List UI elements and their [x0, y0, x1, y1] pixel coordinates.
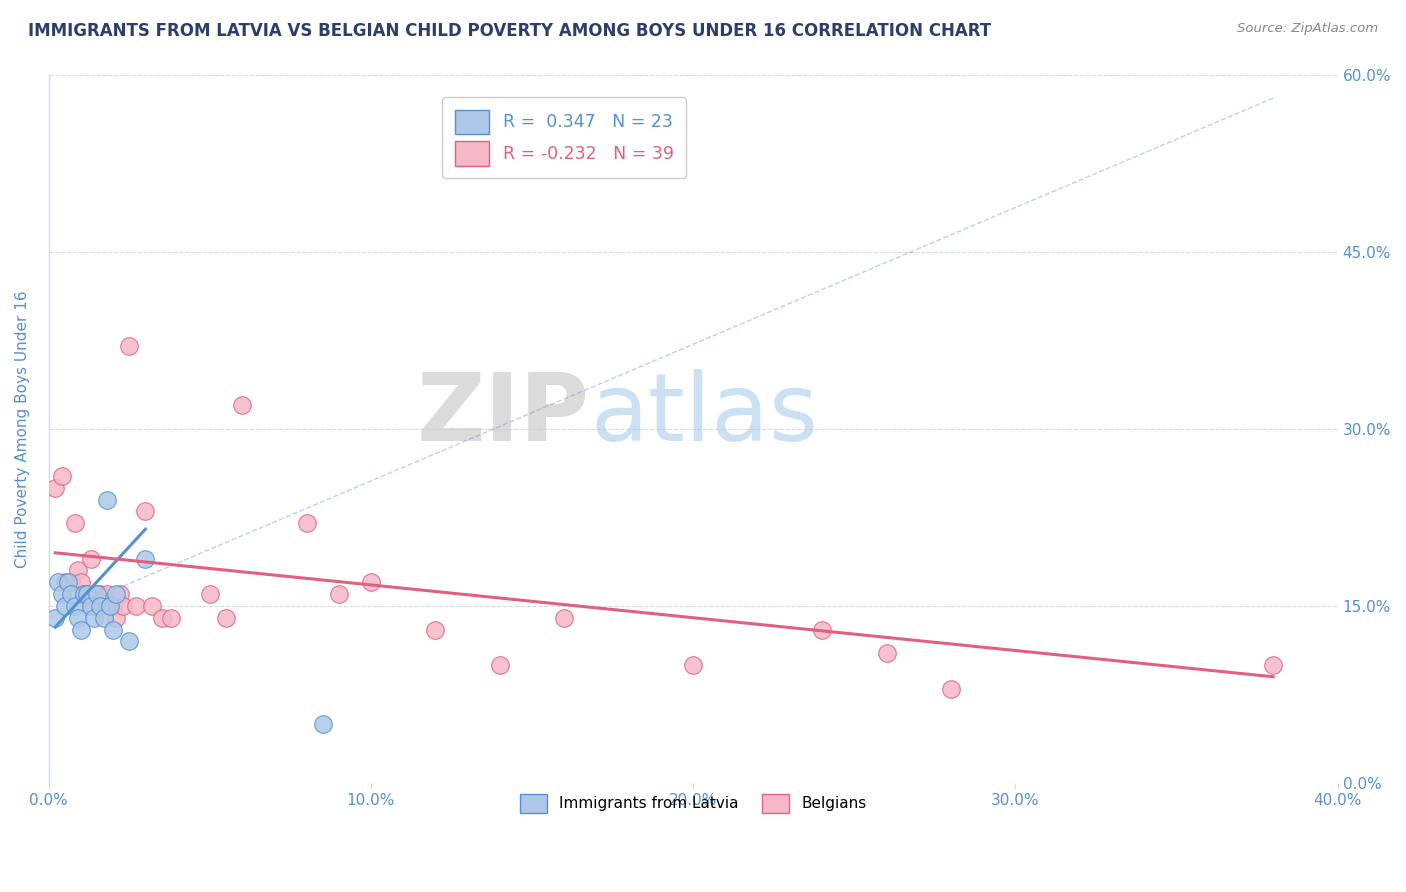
Point — [96, 587, 118, 601]
Point — [98, 599, 121, 613]
Point — [103, 599, 125, 613]
Point — [83, 611, 105, 625]
Point — [60, 575, 83, 590]
Point — [79, 551, 101, 566]
Point — [682, 657, 704, 672]
Point — [44, 611, 66, 625]
Point — [86, 587, 108, 601]
Point — [51, 587, 73, 601]
Point — [360, 575, 382, 590]
Point — [86, 587, 108, 601]
Point — [48, 575, 70, 590]
Point — [553, 611, 575, 625]
Point — [96, 492, 118, 507]
Point — [141, 599, 163, 613]
Point — [295, 516, 318, 531]
Point — [98, 599, 121, 613]
Point — [134, 551, 156, 566]
Point — [83, 599, 105, 613]
Text: IMMIGRANTS FROM LATVIA VS BELGIAN CHILD POVERTY AMONG BOYS UNDER 16 CORRELATION : IMMIGRANTS FROM LATVIA VS BELGIAN CHILD … — [28, 22, 991, 40]
Point — [939, 681, 962, 696]
Point — [111, 599, 134, 613]
Point — [489, 657, 512, 672]
Text: ZIP: ZIP — [418, 368, 591, 460]
Point — [66, 611, 89, 625]
Point — [118, 634, 141, 648]
Point — [328, 587, 350, 601]
Text: Source: ZipAtlas.com: Source: ZipAtlas.com — [1237, 22, 1378, 36]
Point — [1263, 657, 1285, 672]
Point — [93, 611, 115, 625]
Point — [44, 481, 66, 495]
Point — [89, 587, 111, 601]
Text: atlas: atlas — [591, 368, 818, 460]
Y-axis label: Child Poverty Among Boys Under 16: Child Poverty Among Boys Under 16 — [15, 290, 30, 567]
Point — [56, 575, 79, 590]
Point — [105, 611, 128, 625]
Point — [811, 623, 834, 637]
Point — [73, 587, 96, 601]
Point — [66, 564, 89, 578]
Point — [150, 611, 173, 625]
Point — [51, 469, 73, 483]
Point — [231, 398, 253, 412]
Point — [73, 587, 96, 601]
Point — [63, 516, 86, 531]
Point — [79, 599, 101, 613]
Point — [63, 599, 86, 613]
Point — [70, 575, 93, 590]
Point — [108, 587, 131, 601]
Point — [215, 611, 238, 625]
Point — [105, 587, 128, 601]
Point — [160, 611, 183, 625]
Point — [76, 587, 98, 601]
Point — [89, 599, 111, 613]
Point — [60, 587, 83, 601]
Point — [876, 646, 898, 660]
Point — [103, 623, 125, 637]
Legend: Immigrants from Latvia, Belgians: Immigrants from Latvia, Belgians — [508, 782, 879, 825]
Point — [118, 339, 141, 353]
Point — [198, 587, 221, 601]
Point — [125, 599, 148, 613]
Point — [53, 575, 76, 590]
Point — [134, 504, 156, 518]
Point — [311, 717, 333, 731]
Point — [76, 587, 98, 601]
Point — [425, 623, 447, 637]
Point — [53, 599, 76, 613]
Point — [70, 623, 93, 637]
